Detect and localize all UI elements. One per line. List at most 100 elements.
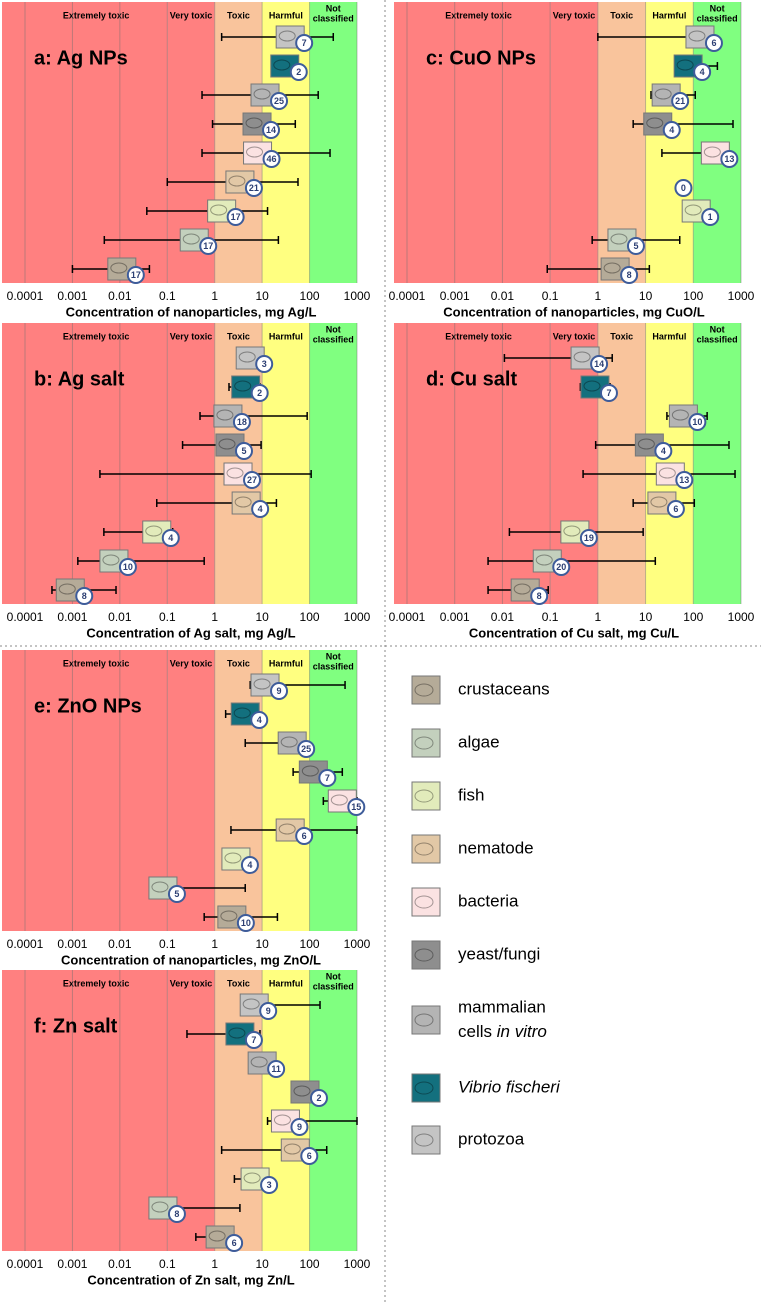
legend-label: protozoa bbox=[458, 1129, 525, 1148]
count-label: 6 bbox=[307, 1151, 312, 1161]
x-tick-label: 0.0001 bbox=[7, 610, 44, 624]
icon-detail bbox=[654, 88, 672, 100]
icon-detail bbox=[650, 496, 668, 508]
legend-swatch bbox=[411, 728, 441, 758]
count-badge bbox=[530, 587, 549, 605]
count-label: 17 bbox=[203, 241, 213, 251]
icon-detail bbox=[414, 683, 434, 697]
zone-label: Toxic bbox=[610, 331, 633, 341]
count-badge bbox=[199, 237, 218, 255]
legend-label: crustaceans bbox=[458, 679, 550, 698]
icon-detail bbox=[658, 467, 676, 479]
count-badge bbox=[250, 711, 269, 729]
zone-label: Very toxic bbox=[170, 978, 213, 988]
icon-detail bbox=[58, 583, 76, 595]
legend-label: yeast/fungi bbox=[458, 944, 540, 963]
count-badge bbox=[626, 237, 645, 255]
zone-label: Toxic bbox=[227, 331, 250, 341]
icon-detail bbox=[637, 438, 655, 450]
x-tick-label: 1000 bbox=[344, 1257, 371, 1271]
legend-swatch bbox=[411, 1005, 441, 1035]
count-badge bbox=[309, 1089, 328, 1107]
zone bbox=[394, 2, 551, 283]
legend-swatch bbox=[411, 887, 441, 917]
count-label: 19 bbox=[584, 533, 594, 543]
icon-detail bbox=[228, 1027, 246, 1039]
count-label: 14 bbox=[594, 359, 604, 369]
x-tick-label: 100 bbox=[300, 610, 320, 624]
panel-title: a: Ag NPs bbox=[34, 47, 128, 69]
zone bbox=[2, 2, 168, 283]
count-badge bbox=[318, 769, 337, 787]
panel: Extremely toxic Very toxic Toxic Harmful Not… bbox=[389, 323, 755, 640]
x-tick-label: 0.001 bbox=[57, 937, 87, 951]
count-badge bbox=[255, 355, 274, 373]
x-tick-label: 0.0001 bbox=[7, 1257, 44, 1271]
zone-label: classified bbox=[697, 334, 738, 344]
legend-label: fish bbox=[458, 785, 484, 804]
count-badge bbox=[662, 121, 681, 139]
zone-label: Harmful bbox=[269, 331, 303, 341]
x-tick-label: 1 bbox=[211, 1257, 218, 1271]
zone-label: Very toxic bbox=[553, 10, 596, 20]
zone-label: Toxic bbox=[227, 658, 250, 668]
count-label: 0 bbox=[681, 183, 686, 193]
zone-label: Extremely toxic bbox=[63, 978, 130, 988]
x-tick-label: 1 bbox=[211, 610, 218, 624]
count-label: 6 bbox=[302, 831, 307, 841]
zone-label: Harmful bbox=[269, 658, 303, 668]
x-tick-label: 1 bbox=[211, 937, 218, 951]
zone bbox=[167, 323, 215, 604]
x-tick-label: 100 bbox=[683, 610, 703, 624]
count-label: 11 bbox=[271, 1064, 281, 1074]
legend-swatch bbox=[411, 1073, 441, 1103]
count-badge bbox=[167, 885, 186, 903]
zone bbox=[309, 970, 357, 1251]
icon-detail bbox=[273, 59, 291, 71]
icon-detail bbox=[330, 794, 348, 806]
count-label: 20 bbox=[556, 562, 566, 572]
x-tick-label: 0.0001 bbox=[7, 289, 44, 303]
count-badge bbox=[295, 34, 314, 52]
count-label: 7 bbox=[251, 1035, 256, 1045]
x-tick-label: 100 bbox=[300, 937, 320, 951]
icon-detail bbox=[234, 496, 252, 508]
zone-label: Extremely toxic bbox=[63, 331, 130, 341]
zone bbox=[693, 323, 741, 604]
legend-label: Vibrio fischeri bbox=[458, 1077, 561, 1096]
icon-detail bbox=[603, 262, 621, 274]
icon-detail bbox=[228, 175, 246, 187]
legend-swatch bbox=[411, 675, 441, 705]
zone-label: classified bbox=[313, 334, 354, 344]
count-badge bbox=[688, 413, 707, 431]
count-label: 17 bbox=[231, 212, 241, 222]
legend-label: cells in vitro bbox=[458, 1022, 547, 1041]
count-label: 5 bbox=[241, 446, 246, 456]
x-tick-label: 1 bbox=[595, 289, 602, 303]
zone-label: Very toxic bbox=[170, 10, 213, 20]
zone-label: Not bbox=[326, 651, 341, 661]
x-tick-label: 1000 bbox=[728, 289, 755, 303]
count-label: 27 bbox=[247, 475, 257, 485]
panel: Extremely toxic Very toxic Toxic Harmful Not… bbox=[2, 970, 371, 1287]
icon-detail bbox=[414, 736, 434, 750]
count-label: 9 bbox=[266, 1006, 271, 1016]
icon-detail bbox=[253, 678, 271, 690]
count-label: 9 bbox=[277, 686, 282, 696]
zone-label: Extremely toxic bbox=[445, 10, 512, 20]
count-badge bbox=[675, 471, 694, 489]
count-label: 18 bbox=[237, 417, 247, 427]
x-axis-title: Concentration of Ag salt, mg Ag/L bbox=[86, 625, 295, 640]
count-badge bbox=[674, 179, 693, 197]
icon-detail bbox=[182, 233, 200, 245]
count-badge bbox=[671, 92, 690, 110]
count-label: 6 bbox=[673, 504, 678, 514]
panel-title: c: CuO NPs bbox=[426, 47, 536, 69]
x-tick-label: 10 bbox=[639, 610, 653, 624]
count-badge bbox=[300, 1147, 319, 1165]
count-badge bbox=[243, 471, 262, 489]
zone-label: Very toxic bbox=[553, 331, 596, 341]
x-tick-label: 0.01 bbox=[108, 610, 132, 624]
x-tick-label: 10 bbox=[639, 289, 653, 303]
count-label: 10 bbox=[692, 417, 702, 427]
